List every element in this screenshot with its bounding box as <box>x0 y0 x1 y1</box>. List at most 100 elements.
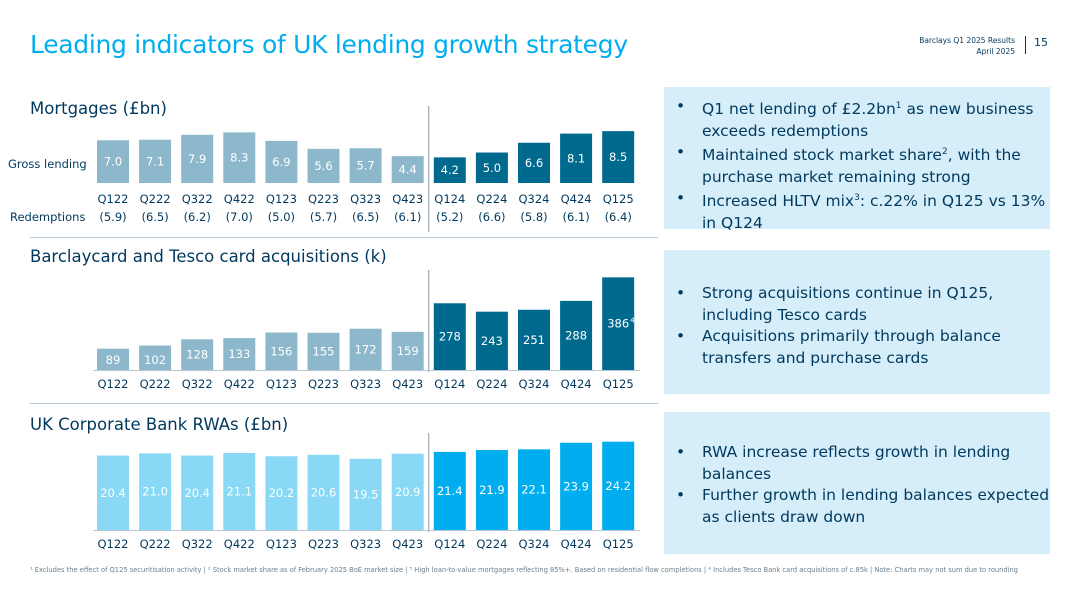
x-tick-label: Q423 <box>392 377 423 391</box>
x-tick-label: Q124 <box>434 537 465 551</box>
bullet-text: Q1 net lending of £2.2bn <box>702 100 896 119</box>
bar-value-label: 4.2 <box>441 163 459 177</box>
redemption-value: (6.5) <box>352 210 379 224</box>
bar-value-label: 172 <box>355 342 377 356</box>
acquisitions-bar <box>433 303 466 370</box>
x-tick-label: Q224 <box>476 192 507 206</box>
gross-lending-bar <box>602 131 635 183</box>
acquisitions-bar <box>307 332 340 370</box>
gross-lending-bar <box>307 148 340 183</box>
x-tick-label: Q324 <box>518 192 549 206</box>
section-divider <box>30 403 658 404</box>
rwa-bar <box>518 449 550 530</box>
redemption-value: (5.9) <box>99 210 126 224</box>
rwa-bar <box>223 452 256 530</box>
acquisitions-bar <box>602 277 635 370</box>
bar-value-label: 8.3 <box>230 151 248 165</box>
bar-value-label: 7.0 <box>104 155 122 169</box>
x-tick-label: Q222 <box>140 377 171 391</box>
bar-value-label: 159 <box>397 344 419 358</box>
x-tick-label: Q322 <box>182 192 213 206</box>
bar-value-label: 20.4 <box>100 486 126 500</box>
rwa-bar <box>560 442 593 530</box>
rwa-chart: 20.4 21.0 20.4 21.1 20.2 20.6 19.5 20.9 21.4 21.9… <box>93 433 640 551</box>
bar-value-label: 7.9 <box>188 152 206 166</box>
footnote: ¹ Excludes the effect of Q125 securitisa… <box>30 566 1018 574</box>
cards-chart: 89 102 128 133 156 155 172 159 278 243 251 288 386 4 Q… <box>93 270 640 391</box>
bar-value-label: 102 <box>144 353 166 367</box>
x-tick-label: Q323 <box>350 377 381 391</box>
x-tick-label: Q124 <box>434 377 465 391</box>
gross-lending-bar <box>433 157 466 183</box>
x-tick-label: Q124 <box>434 192 465 206</box>
bar-value-label: 128 <box>186 348 208 362</box>
gross-lending-bar <box>265 140 298 183</box>
bar-value-label: 288 <box>565 328 587 342</box>
gross-lending-bar <box>223 132 256 183</box>
report-date: April 2025 <box>976 47 1015 56</box>
footnote-marker: 3 <box>854 193 860 204</box>
mortgages-bullets: Q1 net lending of £2.2bn1 as new busines… <box>664 96 1050 234</box>
redemption-value: (6.4) <box>605 210 632 224</box>
footnote-marker: 2 <box>941 147 948 158</box>
redemption-value: (6.6) <box>478 210 505 224</box>
page-title: Leading indicators of UK lending growth … <box>30 30 628 59</box>
redemption-value: (5.2) <box>436 210 463 224</box>
x-tick-label: Q424 <box>561 192 592 206</box>
x-tick-label: Q223 <box>308 377 339 391</box>
bar-value-label: 251 <box>523 333 545 347</box>
page-number: 15 <box>1034 36 1048 49</box>
x-tick-label: Q122 <box>97 537 128 551</box>
x-tick-label: Q322 <box>182 377 213 391</box>
acquisitions-bar <box>139 345 172 370</box>
mortgages-commentary: Q1 net lending of £2.2bn1 as new busines… <box>664 87 1050 232</box>
cards-bullets: Strong acquisitions continue in Q125, in… <box>664 283 1050 369</box>
footnote-marker: 4 <box>630 316 635 324</box>
header-divider <box>1025 36 1026 54</box>
bar-value-label: 21.4 <box>437 484 463 498</box>
x-tick-label: Q424 <box>561 537 592 551</box>
x-tick-label: Q423 <box>392 192 423 206</box>
bullet-item: Q1 net lending of £2.2bn1 as new busines… <box>676 96 1050 142</box>
redemption-value: (6.1) <box>562 210 589 224</box>
cards-title: Barclaycard and Tesco card acquisitions … <box>30 247 387 266</box>
rwa-bar <box>307 454 340 530</box>
bullet-item: Maintained stock market share2, with the… <box>676 142 1050 188</box>
bullet-text: Increased HLTV mix <box>702 192 855 211</box>
x-tick-label: Q323 <box>350 537 381 551</box>
x-tick-label: Q125 <box>603 192 634 206</box>
x-tick-label: Q322 <box>182 537 213 551</box>
bullet-text: : c.22% in Q125 vs 13% in Q124 <box>702 192 1046 232</box>
bar-value-label: 5.0 <box>483 161 501 175</box>
bar-value-label: 133 <box>228 347 250 361</box>
bar-value-label: 20.6 <box>311 485 337 499</box>
bar-value-label: 20.9 <box>395 485 421 499</box>
gross-lending-bar <box>518 142 550 183</box>
acquisitions-bar <box>349 328 382 370</box>
bar-value-label: 89 <box>106 353 121 367</box>
acquisitions-bar <box>97 348 129 370</box>
x-tick-label: Q422 <box>224 537 255 551</box>
bar-value-label: 8.5 <box>609 150 627 164</box>
acquisitions-bar <box>518 309 550 370</box>
x-tick-label: Q422 <box>224 377 255 391</box>
x-tick-label: Q123 <box>266 377 297 391</box>
x-tick-label: Q323 <box>350 192 381 206</box>
x-tick-label: Q224 <box>476 377 507 391</box>
bullet-text: , with the purchase market remaining str… <box>702 146 1021 186</box>
bar-value-label: 243 <box>481 334 503 348</box>
redemption-value: (5.8) <box>520 210 547 224</box>
bar-value-label: 6.6 <box>525 156 543 170</box>
bar-value-label: 21.9 <box>479 483 505 497</box>
rwa-commentary: RWA increase reflects growth in lending … <box>664 412 1050 554</box>
bar-value-label: 5.7 <box>356 159 374 173</box>
rwa-bar <box>602 441 635 530</box>
bullet-item: Increased HLTV mix3: c.22% in Q125 vs 13… <box>676 188 1050 234</box>
acquisitions-bar <box>475 311 508 370</box>
gross-lending-bar <box>560 133 593 183</box>
report-header: Barclays Q1 2025 Results April 2025 <box>919 35 1015 57</box>
footnote-marker: 1 <box>895 101 902 111</box>
rwa-bar <box>97 455 129 530</box>
bar-value-label: 7.1 <box>146 154 164 168</box>
